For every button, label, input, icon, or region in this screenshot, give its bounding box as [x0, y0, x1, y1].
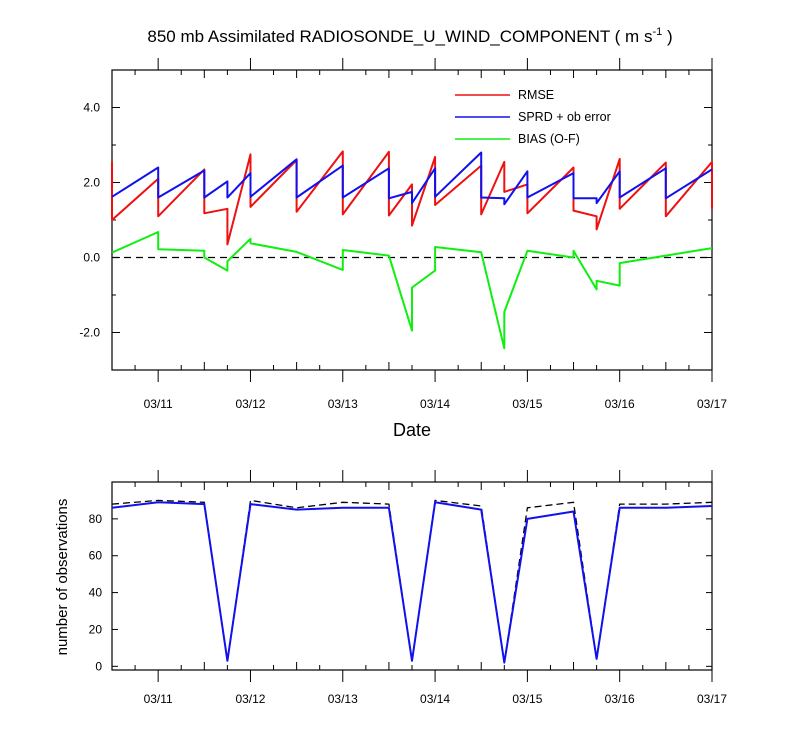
legend-label-2: BIAS (O-F) — [518, 132, 580, 146]
top-x-tick-label: 03/11 — [144, 397, 173, 411]
obs-line-assimilated — [111, 501, 713, 664]
title-close: ) — [662, 27, 672, 46]
bottom-x-axis: 03/11 03/12 03/13 03/14 03/15 03/16 03/17 — [111, 470, 727, 706]
bottom-x-tick-label: 03/15 — [512, 692, 542, 706]
bottom-x-tick-label: 03/11 — [144, 692, 173, 706]
bottom-y-axis: 0 20 40 60 80 — [89, 512, 712, 673]
bottom-plot-frame — [111, 481, 713, 671]
series-line-2 — [111, 231, 713, 350]
top-x-tick-label: 03/16 — [605, 397, 635, 411]
bottom-x-tick-label: 03/14 — [420, 692, 450, 706]
top-x-tick-label: 03/13 — [328, 397, 358, 411]
top-y-tick-label: 4.0 — [83, 101, 100, 115]
bottom-y-tick-label: 60 — [89, 549, 103, 563]
series-line-0 — [111, 150, 713, 246]
top-x-tick-label: 03/17 — [697, 397, 727, 411]
bottom-x-tick-label: 03/12 — [235, 692, 265, 706]
bottom-y-tick-label: 40 — [89, 586, 103, 600]
top-panel: -2.00.02.04.0 03/11 03/12 03/13 03/14 03/15 0… — [79, 58, 727, 440]
chart-title: 850 mb Assimilated RADIOSONDE_U_WIND_COM… — [147, 26, 672, 46]
top-x-tick-label: 03/15 — [512, 397, 542, 411]
bottom-x-tick-label: 03/13 — [328, 692, 358, 706]
top-x-tick-label: 03/12 — [235, 397, 265, 411]
top-series-group — [111, 150, 713, 350]
top-y-axis: -2.0 0.0 2.0 4.0 — [79, 69, 712, 371]
obs-line-possible — [111, 499, 713, 664]
top-y-tick-label: 2.0 — [83, 176, 100, 190]
bottom-x-tick-label: 03/16 — [605, 692, 635, 706]
x-axis-label: Date — [393, 420, 431, 440]
top-x-axis: 03/11 03/12 03/13 03/14 03/15 03/16 03/17 — [111, 58, 727, 411]
legend: RMSE SPRD + ob error BIAS (O-F) — [455, 88, 611, 146]
bottom-series-group — [111, 499, 713, 664]
bottom-y-tick-label: 80 — [89, 512, 103, 526]
title-exponent: -1 — [652, 26, 662, 38]
top-x-tick-label: 03/14 — [420, 397, 450, 411]
bottom-panel: 0 20 40 60 80 03/11 03/12 03/13 03/14 03/15 03/16… — [54, 470, 727, 706]
legend-label-1: SPRD + ob error — [518, 110, 611, 124]
y-axis-label-observations: number of observations — [54, 499, 71, 656]
bottom-y-tick-label: 0 — [95, 659, 102, 673]
top-y-tick-label: 0.0 — [83, 251, 100, 265]
bottom-x-tick-label: 03/17 — [697, 692, 727, 706]
legend-label-0: RMSE — [518, 88, 554, 102]
top-y-tick-label: -2.0 — [79, 326, 100, 340]
series-line-1 — [111, 151, 713, 206]
bottom-y-tick-label: 20 — [89, 622, 103, 636]
